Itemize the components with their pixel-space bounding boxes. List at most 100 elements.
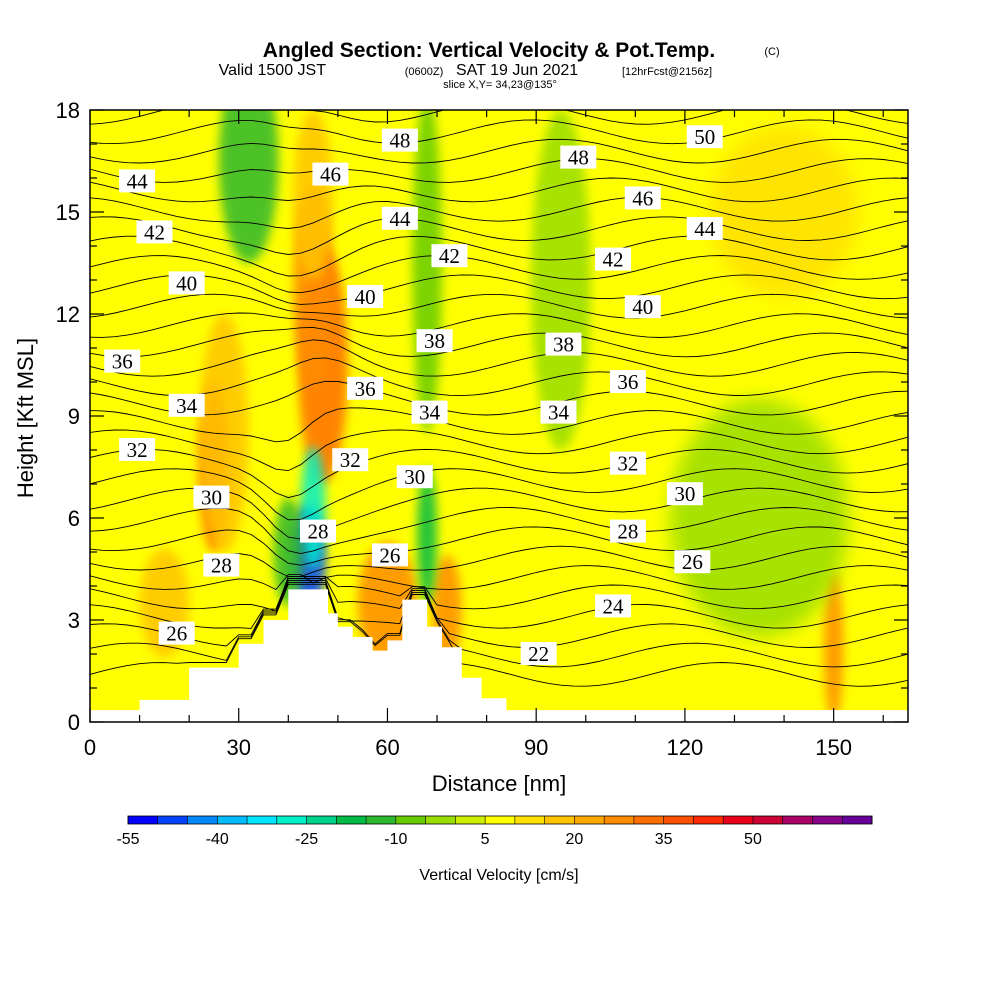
colorbar	[127, 815, 873, 825]
colorbar-tick-label: -55	[116, 831, 139, 848]
y-tick-label: 15	[56, 200, 80, 225]
terrain-mask	[90, 589, 908, 722]
y-tick-label: 6	[68, 506, 80, 531]
isentrope-label: 38	[416, 329, 453, 353]
colorbar-swatch	[812, 816, 843, 824]
colorbar-swatch	[842, 816, 873, 824]
svg-text:44: 44	[389, 207, 411, 231]
colorbar-swatch	[306, 816, 337, 824]
svg-text:36: 36	[617, 370, 638, 394]
isentrope-label: 46	[624, 186, 661, 210]
velocity-cell	[709, 127, 859, 297]
isentrope-line	[90, 407, 908, 443]
svg-text:32: 32	[127, 438, 148, 462]
svg-text:40: 40	[632, 295, 653, 319]
svg-text:40: 40	[355, 285, 376, 309]
isentrope-line	[90, 576, 908, 612]
isentrope-label: 46	[312, 162, 349, 187]
isentrope-label: 32	[119, 438, 156, 462]
colorbar-swatch	[395, 816, 427, 824]
svg-text:32: 32	[617, 452, 638, 476]
y-tick-label: 18	[56, 98, 80, 123]
isentrope-line	[90, 119, 908, 145]
isentrope-line	[90, 274, 908, 305]
y-tick-label: 9	[68, 404, 80, 429]
colorbar-swatch	[604, 816, 635, 824]
isentrope-line	[90, 312, 908, 338]
velocity-cell	[417, 467, 438, 603]
isentrope-line	[90, 138, 908, 164]
svg-text:28: 28	[308, 520, 329, 544]
isentrope-label: 44	[686, 217, 723, 241]
isentrope-label: 30	[193, 485, 230, 510]
velocity-field	[139, 110, 859, 722]
colorbar-tick-label: -10	[384, 831, 407, 848]
isentrope-line	[90, 293, 908, 319]
isentrope-line	[90, 526, 908, 566]
colorbar-swatch	[723, 816, 754, 824]
x-tick-label: 90	[524, 735, 548, 760]
isentrope-label: 48	[381, 128, 418, 153]
svg-text:34: 34	[176, 394, 198, 418]
isentrope-label: 40	[347, 285, 384, 309]
colorbar-swatch	[336, 816, 367, 824]
isentrope-label: 30	[396, 465, 433, 489]
y-tick-label: 3	[68, 608, 80, 633]
svg-text:40: 40	[176, 271, 197, 295]
colorbar-swatch	[485, 816, 516, 824]
velocity-cell	[412, 110, 442, 433]
x-tick-label: 150	[815, 735, 852, 760]
colorbar-swatch	[782, 816, 813, 824]
svg-text:42: 42	[603, 248, 624, 272]
svg-text:28: 28	[211, 554, 232, 578]
isentrope-label: 32	[332, 448, 369, 472]
svg-text:42: 42	[439, 244, 460, 268]
isentrope-labels: 22 24 26 26 26 28 28 28 30 30 30 32 32 32 34 34 34 36 36 36…	[104, 125, 723, 666]
isentrope-line	[90, 429, 908, 472]
isentrope-label: 26	[371, 543, 408, 567]
isentrope-label: 34	[540, 400, 577, 425]
isentrope-lines	[90, 110, 908, 687]
svg-text:36: 36	[112, 350, 133, 374]
isentrope-line	[90, 581, 908, 668]
velocity-cell	[670, 399, 849, 637]
svg-text:44: 44	[694, 217, 716, 241]
isentrope-label: 36	[104, 349, 141, 374]
isentrope-label: 36	[347, 376, 384, 401]
isentrope-line	[90, 578, 908, 629]
isentrope-label: 36	[609, 370, 646, 394]
svg-text:46: 46	[632, 186, 653, 210]
isentrope-line	[90, 326, 908, 358]
svg-text:28: 28	[617, 520, 638, 544]
x-axis-label: Distance [nm]	[432, 771, 567, 796]
title-suffix: (C)	[764, 46, 779, 58]
colorbar-swatch	[514, 816, 546, 824]
isentrope-label: 42	[136, 220, 173, 244]
colorbar-tick-label: 20	[566, 831, 584, 848]
y-tick-label: 0	[68, 710, 80, 735]
svg-text:26: 26	[166, 622, 187, 646]
svg-text:36: 36	[355, 377, 376, 401]
svg-text:34: 34	[419, 401, 441, 425]
colorbar-swatch	[663, 816, 694, 824]
y-axis-label: Height [Kft MSL]	[13, 338, 38, 498]
svg-text:38: 38	[553, 333, 574, 357]
y-tick-label: 12	[56, 302, 80, 327]
velocity-cell	[218, 110, 279, 263]
isentrope-line	[90, 357, 908, 397]
x-tick-label: 0	[84, 735, 96, 760]
valid-time: Valid 1500 JST	[219, 62, 327, 79]
svg-text:30: 30	[674, 482, 695, 506]
svg-text:30: 30	[404, 465, 425, 489]
chart-title: Angled Section: Vertical Velocity & Pot.…	[263, 39, 715, 62]
svg-text:30: 30	[201, 486, 222, 510]
colorbar-swatch	[128, 816, 159, 824]
isentrope-label: 22	[520, 642, 557, 666]
isentrope-label: 40	[168, 271, 205, 295]
isentrope-label: 34	[411, 400, 448, 425]
colorbar-swatch	[455, 816, 486, 824]
isentrope-line	[90, 216, 908, 255]
velocity-cell	[273, 497, 304, 607]
colorbar-tick-label: 50	[744, 831, 762, 848]
isentrope-label: 44	[119, 169, 156, 193]
